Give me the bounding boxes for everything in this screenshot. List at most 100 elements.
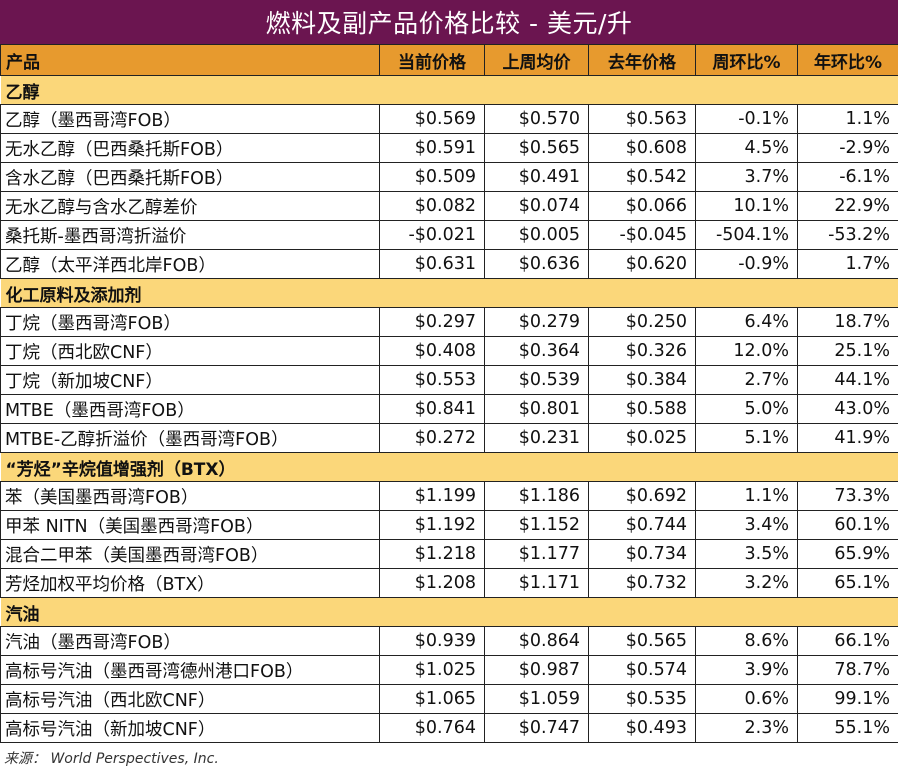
- week-change-cell: 3.2%: [695, 568, 798, 598]
- current-price-cell: $0.569: [379, 104, 485, 134]
- table-row: 高标号汽油（新加坡CNF） $0.764 $0.747 $0.493 2.3% 55.1%: [0, 713, 898, 743]
- last-week-avg-cell: $0.565: [484, 133, 589, 163]
- header-current-price: 当前价格: [379, 44, 485, 76]
- last-year-price-cell: -$0.045: [588, 220, 696, 250]
- current-price-cell: $1.208: [379, 568, 485, 598]
- price-table: 产品 当前价格 上周均价 去年价格 周环比% 年环比% 乙醇 乙醇（墨西哥湾FOB…: [0, 44, 898, 743]
- last-year-price-cell: $0.574: [588, 655, 696, 685]
- table-row: 桑托斯-墨西哥湾折溢价 -$0.021 $0.005 -$0.045 -504.1% -5…: [0, 220, 898, 250]
- header-row: 产品 当前价格 上周均价 去年价格 周环比% 年环比%: [0, 44, 898, 76]
- year-change-cell: 1.7%: [797, 249, 898, 279]
- week-change-cell: -0.1%: [695, 104, 798, 134]
- current-price-cell: $0.509: [379, 162, 485, 192]
- product-name-cell: 桑托斯-墨西哥湾折溢价: [0, 220, 380, 250]
- year-change-cell: -53.2%: [797, 220, 898, 250]
- last-week-avg-cell: $1.059: [484, 684, 589, 714]
- table-row: 高标号汽油（西北欧CNF） $1.065 $1.059 $0.535 0.6% 99.1%: [0, 684, 898, 714]
- table-row: 丁烷（墨西哥湾FOB） $0.297 $0.279 $0.250 6.4% 18.7%: [0, 307, 898, 337]
- product-name-cell: 无水乙醇（巴西桑托斯FOB）: [0, 133, 380, 163]
- week-change-cell: 2.7%: [695, 365, 798, 395]
- week-change-cell: 3.5%: [695, 539, 798, 569]
- product-name-cell: MTBE（墨西哥湾FOB）: [0, 394, 380, 424]
- current-price-cell: $0.297: [379, 307, 485, 337]
- last-week-avg-cell: $1.171: [484, 568, 589, 598]
- product-name-cell: 混合二甲苯（美国墨西哥湾FOB）: [0, 539, 380, 569]
- table-row: MTBE（墨西哥湾FOB） $0.841 $0.801 $0.588 5.0% 43.0%: [0, 394, 898, 424]
- week-change-cell: 5.0%: [695, 394, 798, 424]
- product-name-cell: 甲苯 NITN（美国墨西哥湾FOB）: [0, 510, 380, 540]
- header-last-year-price: 去年价格: [588, 44, 696, 76]
- last-week-avg-cell: $1.177: [484, 539, 589, 569]
- table-body: 乙醇 乙醇（墨西哥湾FOB） $0.569 $0.570 $0.563 -0.1% 1.1%…: [0, 75, 898, 743]
- last-year-price-cell: $0.620: [588, 249, 696, 279]
- week-change-cell: 10.1%: [695, 191, 798, 221]
- current-price-cell: $0.408: [379, 336, 485, 366]
- current-price-cell: $1.199: [379, 481, 485, 511]
- week-change-cell: 2.3%: [695, 713, 798, 743]
- product-name-cell: 高标号汽油（新加坡CNF）: [0, 713, 380, 743]
- current-price-cell: $0.939: [379, 626, 485, 656]
- last-year-price-cell: $0.744: [588, 510, 696, 540]
- week-change-cell: 0.6%: [695, 684, 798, 714]
- product-name-cell: 芳烃加权平均价格（BTX）: [0, 568, 380, 598]
- current-price-cell: -$0.021: [379, 220, 485, 250]
- header-product: 产品: [0, 44, 380, 76]
- year-change-cell: 99.1%: [797, 684, 898, 714]
- last-year-price-cell: $0.542: [588, 162, 696, 192]
- table-row: 乙醇（太平洋西北岸FOB） $0.631 $0.636 $0.620 -0.9% 1.7%: [0, 249, 898, 279]
- year-change-cell: -2.9%: [797, 133, 898, 163]
- product-name-cell: MTBE-乙醇折溢价（墨西哥湾FOB）: [0, 423, 380, 453]
- week-change-cell: 5.1%: [695, 423, 798, 453]
- current-price-cell: $0.764: [379, 713, 485, 743]
- year-change-cell: 44.1%: [797, 365, 898, 395]
- section-title: 乙醇: [0, 75, 898, 105]
- table-row: 高标号汽油（墨西哥湾德州港口FOB） $1.025 $0.987 $0.574 3.9%…: [0, 655, 898, 685]
- year-change-cell: 66.1%: [797, 626, 898, 656]
- last-week-avg-cell: $0.005: [484, 220, 589, 250]
- current-price-cell: $1.192: [379, 510, 485, 540]
- year-change-cell: 22.9%: [797, 191, 898, 221]
- year-change-cell: 65.9%: [797, 539, 898, 569]
- year-change-cell: 41.9%: [797, 423, 898, 453]
- last-week-avg-cell: $1.152: [484, 510, 589, 540]
- page-title: 燃料及副产品价格比较 - 美元/升: [0, 0, 898, 44]
- week-change-cell: -504.1%: [695, 220, 798, 250]
- table-row: 丁烷（西北欧CNF） $0.408 $0.364 $0.326 12.0% 25.1%: [0, 336, 898, 366]
- year-change-cell: -6.1%: [797, 162, 898, 192]
- product-name-cell: 丁烷（新加坡CNF）: [0, 365, 380, 395]
- last-week-avg-cell: $0.539: [484, 365, 589, 395]
- week-change-cell: 12.0%: [695, 336, 798, 366]
- week-change-cell: 1.1%: [695, 481, 798, 511]
- table-row: 丁烷（新加坡CNF） $0.553 $0.539 $0.384 2.7% 44.1%: [0, 365, 898, 395]
- header-week-change: 周环比%: [695, 44, 798, 76]
- product-name-cell: 丁烷（西北欧CNF）: [0, 336, 380, 366]
- product-name-cell: 苯（美国墨西哥湾FOB）: [0, 481, 380, 511]
- current-price-cell: $0.082: [379, 191, 485, 221]
- last-week-avg-cell: $0.491: [484, 162, 589, 192]
- year-change-cell: 73.3%: [797, 481, 898, 511]
- current-price-cell: $1.218: [379, 539, 485, 569]
- last-week-avg-cell: $0.864: [484, 626, 589, 656]
- week-change-cell: 4.5%: [695, 133, 798, 163]
- last-week-avg-cell: $0.801: [484, 394, 589, 424]
- week-change-cell: 8.6%: [695, 626, 798, 656]
- header-year-change: 年环比%: [797, 44, 898, 76]
- year-change-cell: 55.1%: [797, 713, 898, 743]
- year-change-cell: 18.7%: [797, 307, 898, 337]
- table-row: 甲苯 NITN（美国墨西哥湾FOB） $1.192 $1.152 $0.744 3.4%…: [0, 510, 898, 540]
- week-change-cell: 3.4%: [695, 510, 798, 540]
- product-name-cell: 高标号汽油（西北欧CNF）: [0, 684, 380, 714]
- product-name-cell: 乙醇（太平洋西北岸FOB）: [0, 249, 380, 279]
- section-header-row: 化工原料及添加剂: [0, 278, 898, 308]
- last-week-avg-cell: $0.364: [484, 336, 589, 366]
- product-name-cell: 汽油（墨西哥湾FOB）: [0, 626, 380, 656]
- section-title: 化工原料及添加剂: [0, 278, 898, 308]
- year-change-cell: 43.0%: [797, 394, 898, 424]
- last-week-avg-cell: $0.231: [484, 423, 589, 453]
- last-year-price-cell: $0.692: [588, 481, 696, 511]
- section-title: “芳烃”辛烷值增强剂（BTX）: [0, 452, 898, 482]
- last-year-price-cell: $0.608: [588, 133, 696, 163]
- current-price-cell: $1.065: [379, 684, 485, 714]
- last-year-price-cell: $0.493: [588, 713, 696, 743]
- week-change-cell: -0.9%: [695, 249, 798, 279]
